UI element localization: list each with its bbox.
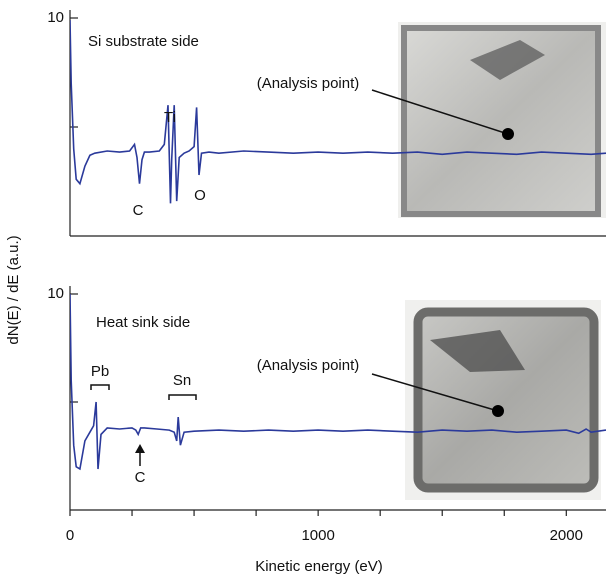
photo-bottom xyxy=(405,300,601,500)
panel-label: Heat sink side xyxy=(96,314,190,331)
annotation: C xyxy=(133,202,144,219)
y-tick-label: 10 xyxy=(47,285,64,302)
annotation: O xyxy=(194,187,206,204)
arrow-head xyxy=(135,444,145,453)
annotation: Pb xyxy=(91,363,109,380)
spectrum-line xyxy=(70,293,606,471)
x-tick-label: 0 xyxy=(66,527,74,544)
x-tick-label: 1000 xyxy=(301,527,334,544)
spectrum-line xyxy=(70,20,606,204)
analysis-dot xyxy=(492,405,504,417)
y-tick-label: 10 xyxy=(47,9,64,26)
annotation: C xyxy=(135,469,146,486)
y-axis-label: dN(E) / dE (a.u.) xyxy=(5,235,22,344)
annotation: Sn xyxy=(173,372,191,389)
photo-top xyxy=(398,22,606,218)
annotation: (Analysis point) xyxy=(257,357,360,374)
panel-label: Si substrate side xyxy=(88,33,199,50)
analysis-dot xyxy=(502,128,514,140)
x-axis-label: Kinetic energy (eV) xyxy=(255,558,383,575)
annotation: Ti xyxy=(164,109,176,126)
annotation: (Analysis point) xyxy=(257,75,360,92)
pointer xyxy=(371,373,499,412)
bracket xyxy=(90,384,110,390)
x-tick-label: 2000 xyxy=(550,527,583,544)
pointer xyxy=(371,89,509,135)
bracket xyxy=(168,394,197,400)
